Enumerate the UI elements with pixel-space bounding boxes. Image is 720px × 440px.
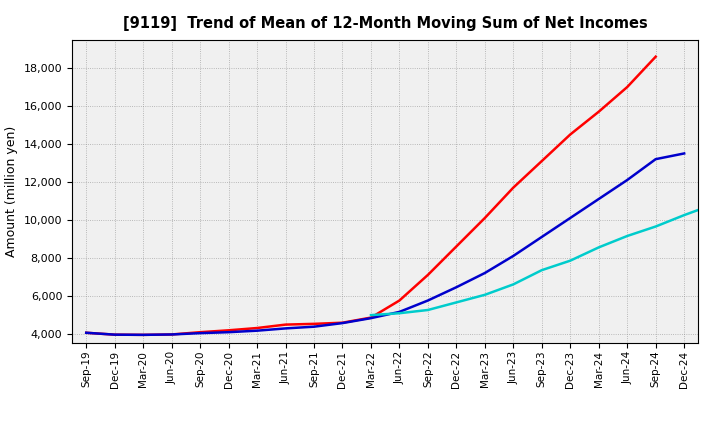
7 Years <box>423 308 432 313</box>
Line: 3 Years: 3 Years <box>86 57 656 335</box>
3 Years <box>110 332 119 337</box>
3 Years <box>82 330 91 335</box>
5 Years <box>167 332 176 337</box>
7 Years <box>366 312 375 318</box>
5 Years <box>509 253 518 259</box>
3 Years <box>225 328 233 333</box>
7 Years <box>480 292 489 297</box>
3 Years <box>537 158 546 164</box>
5 Years <box>253 328 261 334</box>
3 Years <box>253 326 261 331</box>
5 Years <box>452 285 461 290</box>
5 Years <box>623 177 631 183</box>
3 Years <box>452 244 461 249</box>
5 Years <box>423 298 432 303</box>
5 Years <box>338 320 347 326</box>
3 Years <box>338 320 347 325</box>
7 Years <box>708 202 717 207</box>
5 Years <box>110 332 119 337</box>
Title: [9119]  Trend of Mean of 12-Month Moving Sum of Net Incomes: [9119] Trend of Mean of 12-Month Moving … <box>123 16 647 32</box>
5 Years <box>310 324 318 329</box>
3 Years <box>196 330 204 335</box>
3 Years <box>652 54 660 59</box>
5 Years <box>652 157 660 162</box>
3 Years <box>595 109 603 114</box>
7 Years <box>623 233 631 238</box>
5 Years <box>595 196 603 202</box>
5 Years <box>82 330 91 335</box>
Y-axis label: Amount (million yen): Amount (million yen) <box>5 126 18 257</box>
7 Years <box>566 258 575 263</box>
7 Years <box>680 213 688 218</box>
5 Years <box>282 326 290 331</box>
7 Years <box>395 311 404 316</box>
7 Years <box>537 268 546 273</box>
7 Years <box>509 282 518 287</box>
7 Years <box>595 245 603 250</box>
3 Years <box>509 185 518 190</box>
5 Years <box>680 151 688 156</box>
7 Years <box>652 224 660 229</box>
5 Years <box>566 215 575 220</box>
3 Years <box>623 84 631 90</box>
3 Years <box>167 332 176 337</box>
5 Years <box>139 332 148 337</box>
Line: 7 Years: 7 Years <box>371 205 713 315</box>
5 Years <box>480 270 489 275</box>
7 Years <box>452 300 461 305</box>
Line: 5 Years: 5 Years <box>86 154 684 335</box>
5 Years <box>225 330 233 335</box>
3 Years <box>423 272 432 278</box>
3 Years <box>282 322 290 327</box>
5 Years <box>537 234 546 239</box>
3 Years <box>139 332 148 337</box>
5 Years <box>395 309 404 315</box>
3 Years <box>566 132 575 137</box>
5 Years <box>366 315 375 321</box>
3 Years <box>480 215 489 220</box>
3 Years <box>310 321 318 326</box>
3 Years <box>395 298 404 303</box>
3 Years <box>366 315 375 320</box>
5 Years <box>196 330 204 336</box>
